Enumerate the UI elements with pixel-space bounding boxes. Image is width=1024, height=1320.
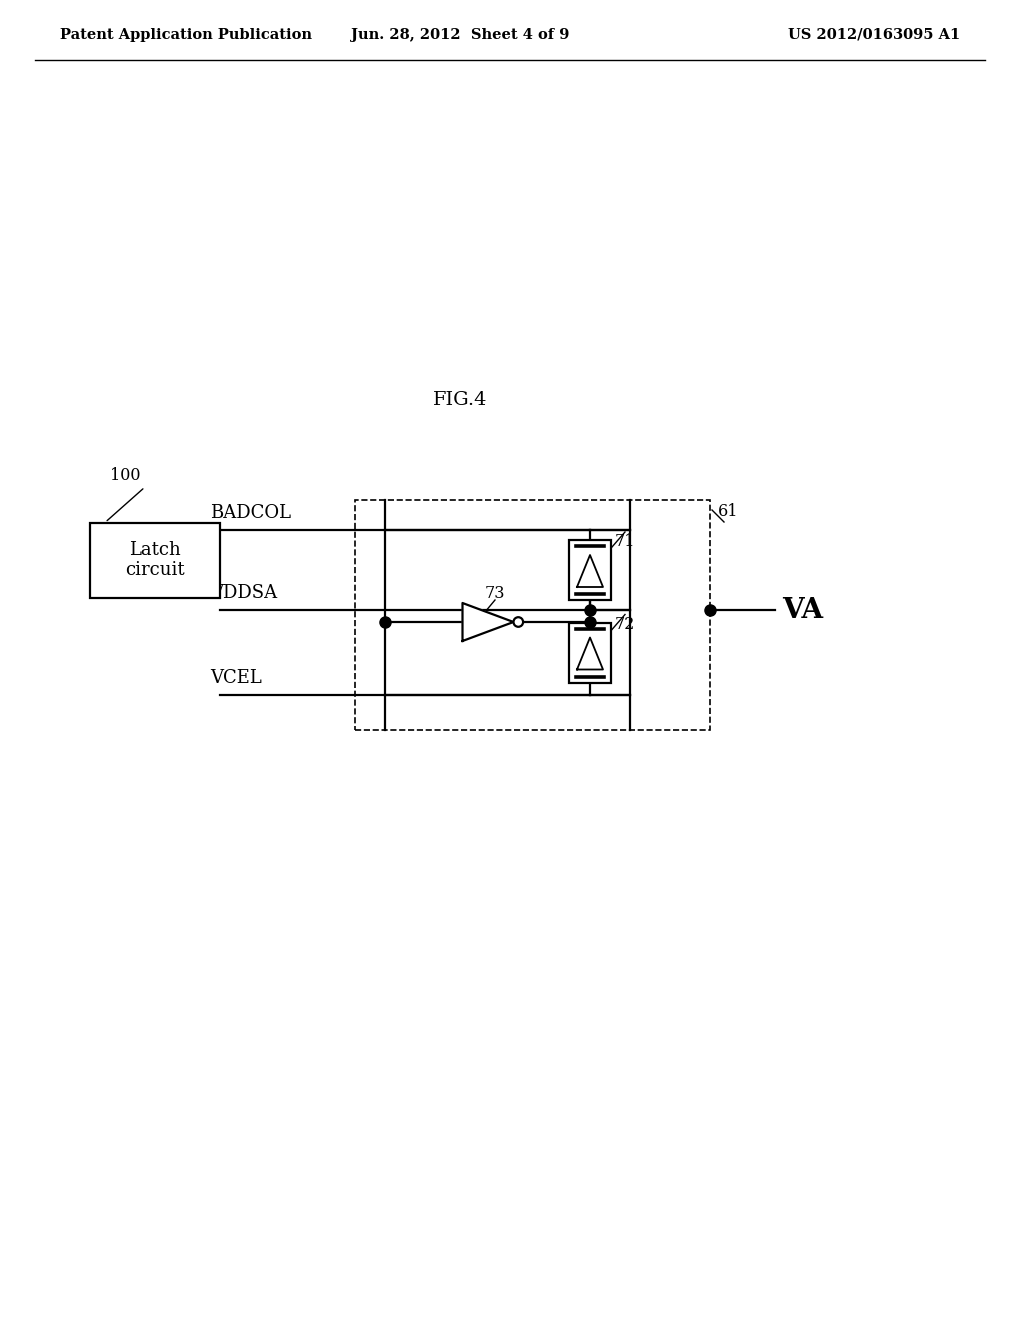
Text: FIG.4: FIG.4: [433, 391, 487, 409]
Text: 71: 71: [615, 533, 636, 550]
Text: Jun. 28, 2012  Sheet 4 of 9: Jun. 28, 2012 Sheet 4 of 9: [351, 28, 569, 42]
Text: Latch
circuit: Latch circuit: [125, 541, 184, 579]
Polygon shape: [577, 638, 603, 669]
Circle shape: [513, 618, 523, 627]
Text: 73: 73: [485, 586, 506, 602]
Polygon shape: [463, 603, 513, 642]
Bar: [355, 500, 710, 730]
Bar: [569, 623, 611, 682]
Text: VDDSA: VDDSA: [210, 583, 278, 602]
Text: VCEL: VCEL: [210, 669, 262, 686]
Text: US 2012/0163095 A1: US 2012/0163095 A1: [787, 28, 961, 42]
Text: VA: VA: [782, 597, 823, 623]
Text: Patent Application Publication: Patent Application Publication: [60, 28, 312, 42]
Bar: [569, 540, 611, 601]
Polygon shape: [577, 554, 603, 587]
Text: BADCOL: BADCOL: [210, 504, 291, 521]
Text: 100: 100: [110, 466, 140, 483]
Text: 61: 61: [718, 503, 738, 520]
Bar: [90, 523, 220, 598]
Text: 72: 72: [615, 616, 635, 634]
